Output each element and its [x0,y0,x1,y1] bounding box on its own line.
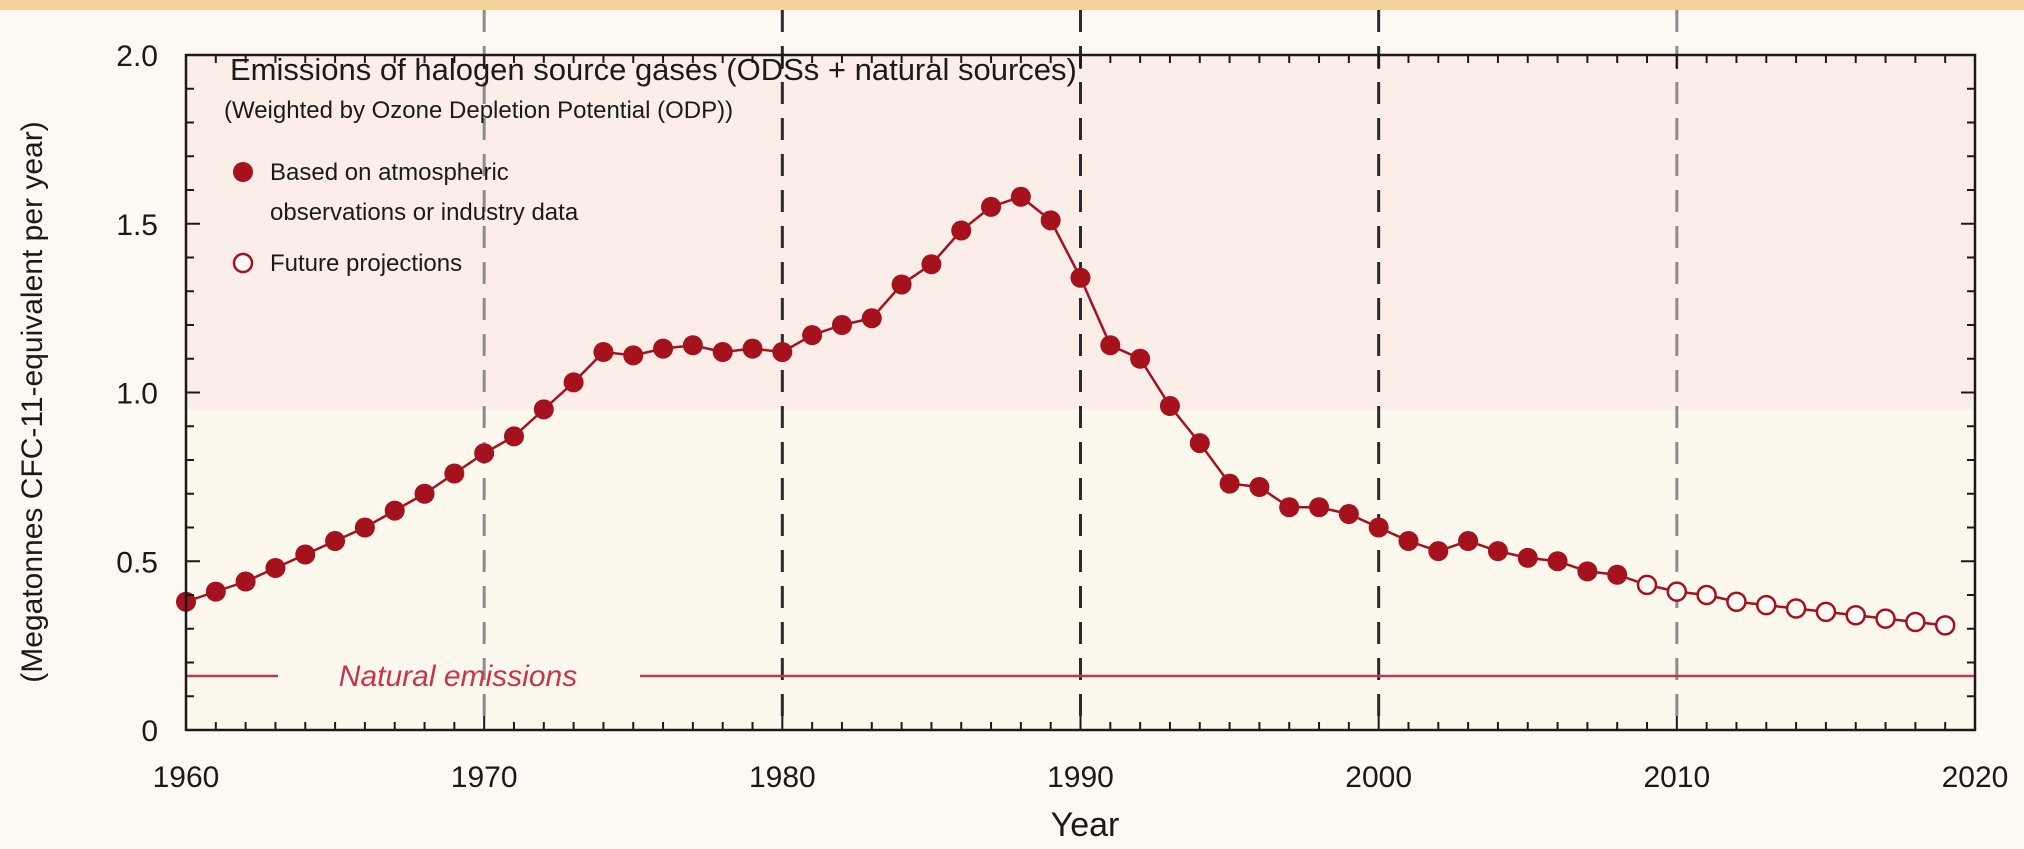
data-point-observed [1100,335,1121,356]
data-point-observed [1070,267,1091,288]
axis-layer: 1960 1970 1980 1990 2000 2010 2020 0 0.5 1.0 1.5 2.… [116,40,2008,794]
data-point-projection [1815,601,1837,623]
y-tick-label: 1.0 [116,378,158,411]
x-tick-label: 1980 [749,761,816,794]
data-point-projection [1905,611,1926,633]
data-point-observed [1309,497,1330,518]
data-point-observed [1040,210,1061,231]
data-point-observed [265,558,286,578]
data-point-observed [1368,517,1389,538]
data-point-observed [1458,531,1479,551]
data-point-observed [1517,547,1538,568]
data-point-observed [354,517,375,538]
data-point-observed [1159,396,1180,416]
x-tick-label: 2020 [1942,761,2009,794]
data-point-observed [951,220,972,241]
reference-line-layer: Natural emissions [186,660,1975,693]
data-point-observed [1130,348,1151,369]
data-point-projection [1666,581,1688,602]
data-point-observed [1428,541,1449,562]
y-tick-label: 1.5 [116,209,158,242]
legend-label-projection: Future projections [270,250,462,277]
data-point-observed [1219,473,1240,494]
data-point-observed [1547,551,1568,572]
data-point-observed [444,463,465,484]
outer-stripe-top [0,0,2024,10]
data-point-observed [891,274,912,295]
data-point-observed [742,338,763,359]
natural-emissions-label: Natural emissions [339,660,577,693]
data-point-observed [593,342,614,362]
data-point-projection [1726,591,1747,612]
data-point-observed [1249,477,1270,497]
x-tick-label: 1970 [451,761,518,794]
data-point-observed [533,399,554,420]
data-point-observed [653,338,674,359]
series-layer [176,186,1956,636]
y-tick-label: 0 [141,715,158,748]
grid-layer [482,10,1679,730]
data-point-observed [712,342,733,362]
data-point-observed [563,372,584,393]
x-tick-label: 2010 [1643,761,1710,794]
data-point-observed [861,308,882,329]
data-point-observed [1279,497,1300,518]
x-tick-label: 1990 [1047,761,1114,794]
legend: Based on atmospheric observations or ind… [232,159,579,277]
data-point-observed [1607,564,1628,585]
data-point-projection [1934,615,1956,636]
data-point-observed [1577,561,1598,582]
data-point-observed [623,345,644,366]
data-point-observed [414,483,435,504]
x-tick-label: 2000 [1345,761,1412,794]
data-point-observed [682,335,703,356]
legend-label-observed-line2: observations or industry data [270,199,579,226]
y-axis-label: (Megatonnes CFC-11-equivalent per year) [16,121,49,682]
data-point-observed [384,500,405,521]
data-point-observed [235,571,256,592]
data-point-observed [1189,433,1210,454]
data-point-projection [1785,598,1807,619]
data-point-observed [772,342,793,362]
y-tick-label: 2.0 [116,40,158,73]
y-tick-label: 0.5 [116,546,158,579]
data-point-observed [1338,504,1359,524]
x-axis-label: Year [1051,806,1120,844]
data-point-observed [1398,531,1419,551]
chart-subtitle: (Weighted by Ozone Depletion Potential (… [224,97,733,124]
data-point-observed [1487,541,1508,562]
data-point-observed [802,325,823,346]
data-point-observed [831,315,852,335]
data-point-observed [325,531,346,551]
data-point-projection [1875,608,1896,629]
data-point-projection [1636,574,1658,596]
data-point-projection [1756,594,1777,616]
data-point-observed [503,426,524,447]
data-point-projection [1845,605,1866,626]
data-point-observed [921,254,942,275]
data-point-observed [474,443,495,464]
data-point-observed [1010,186,1031,207]
legend-marker-projection [232,252,254,274]
data-point-observed [981,196,1002,217]
x-tick-label: 1960 [153,761,220,794]
data-point-observed [205,581,226,602]
data-point-projection [1696,584,1717,606]
data-point-observed [295,544,316,565]
legend-marker-observed [233,162,253,182]
legend-label-observed-line1: Based on atmospheric [270,159,509,186]
chart-title: Emissions of halogen source gases (ODSs … [230,52,1077,87]
